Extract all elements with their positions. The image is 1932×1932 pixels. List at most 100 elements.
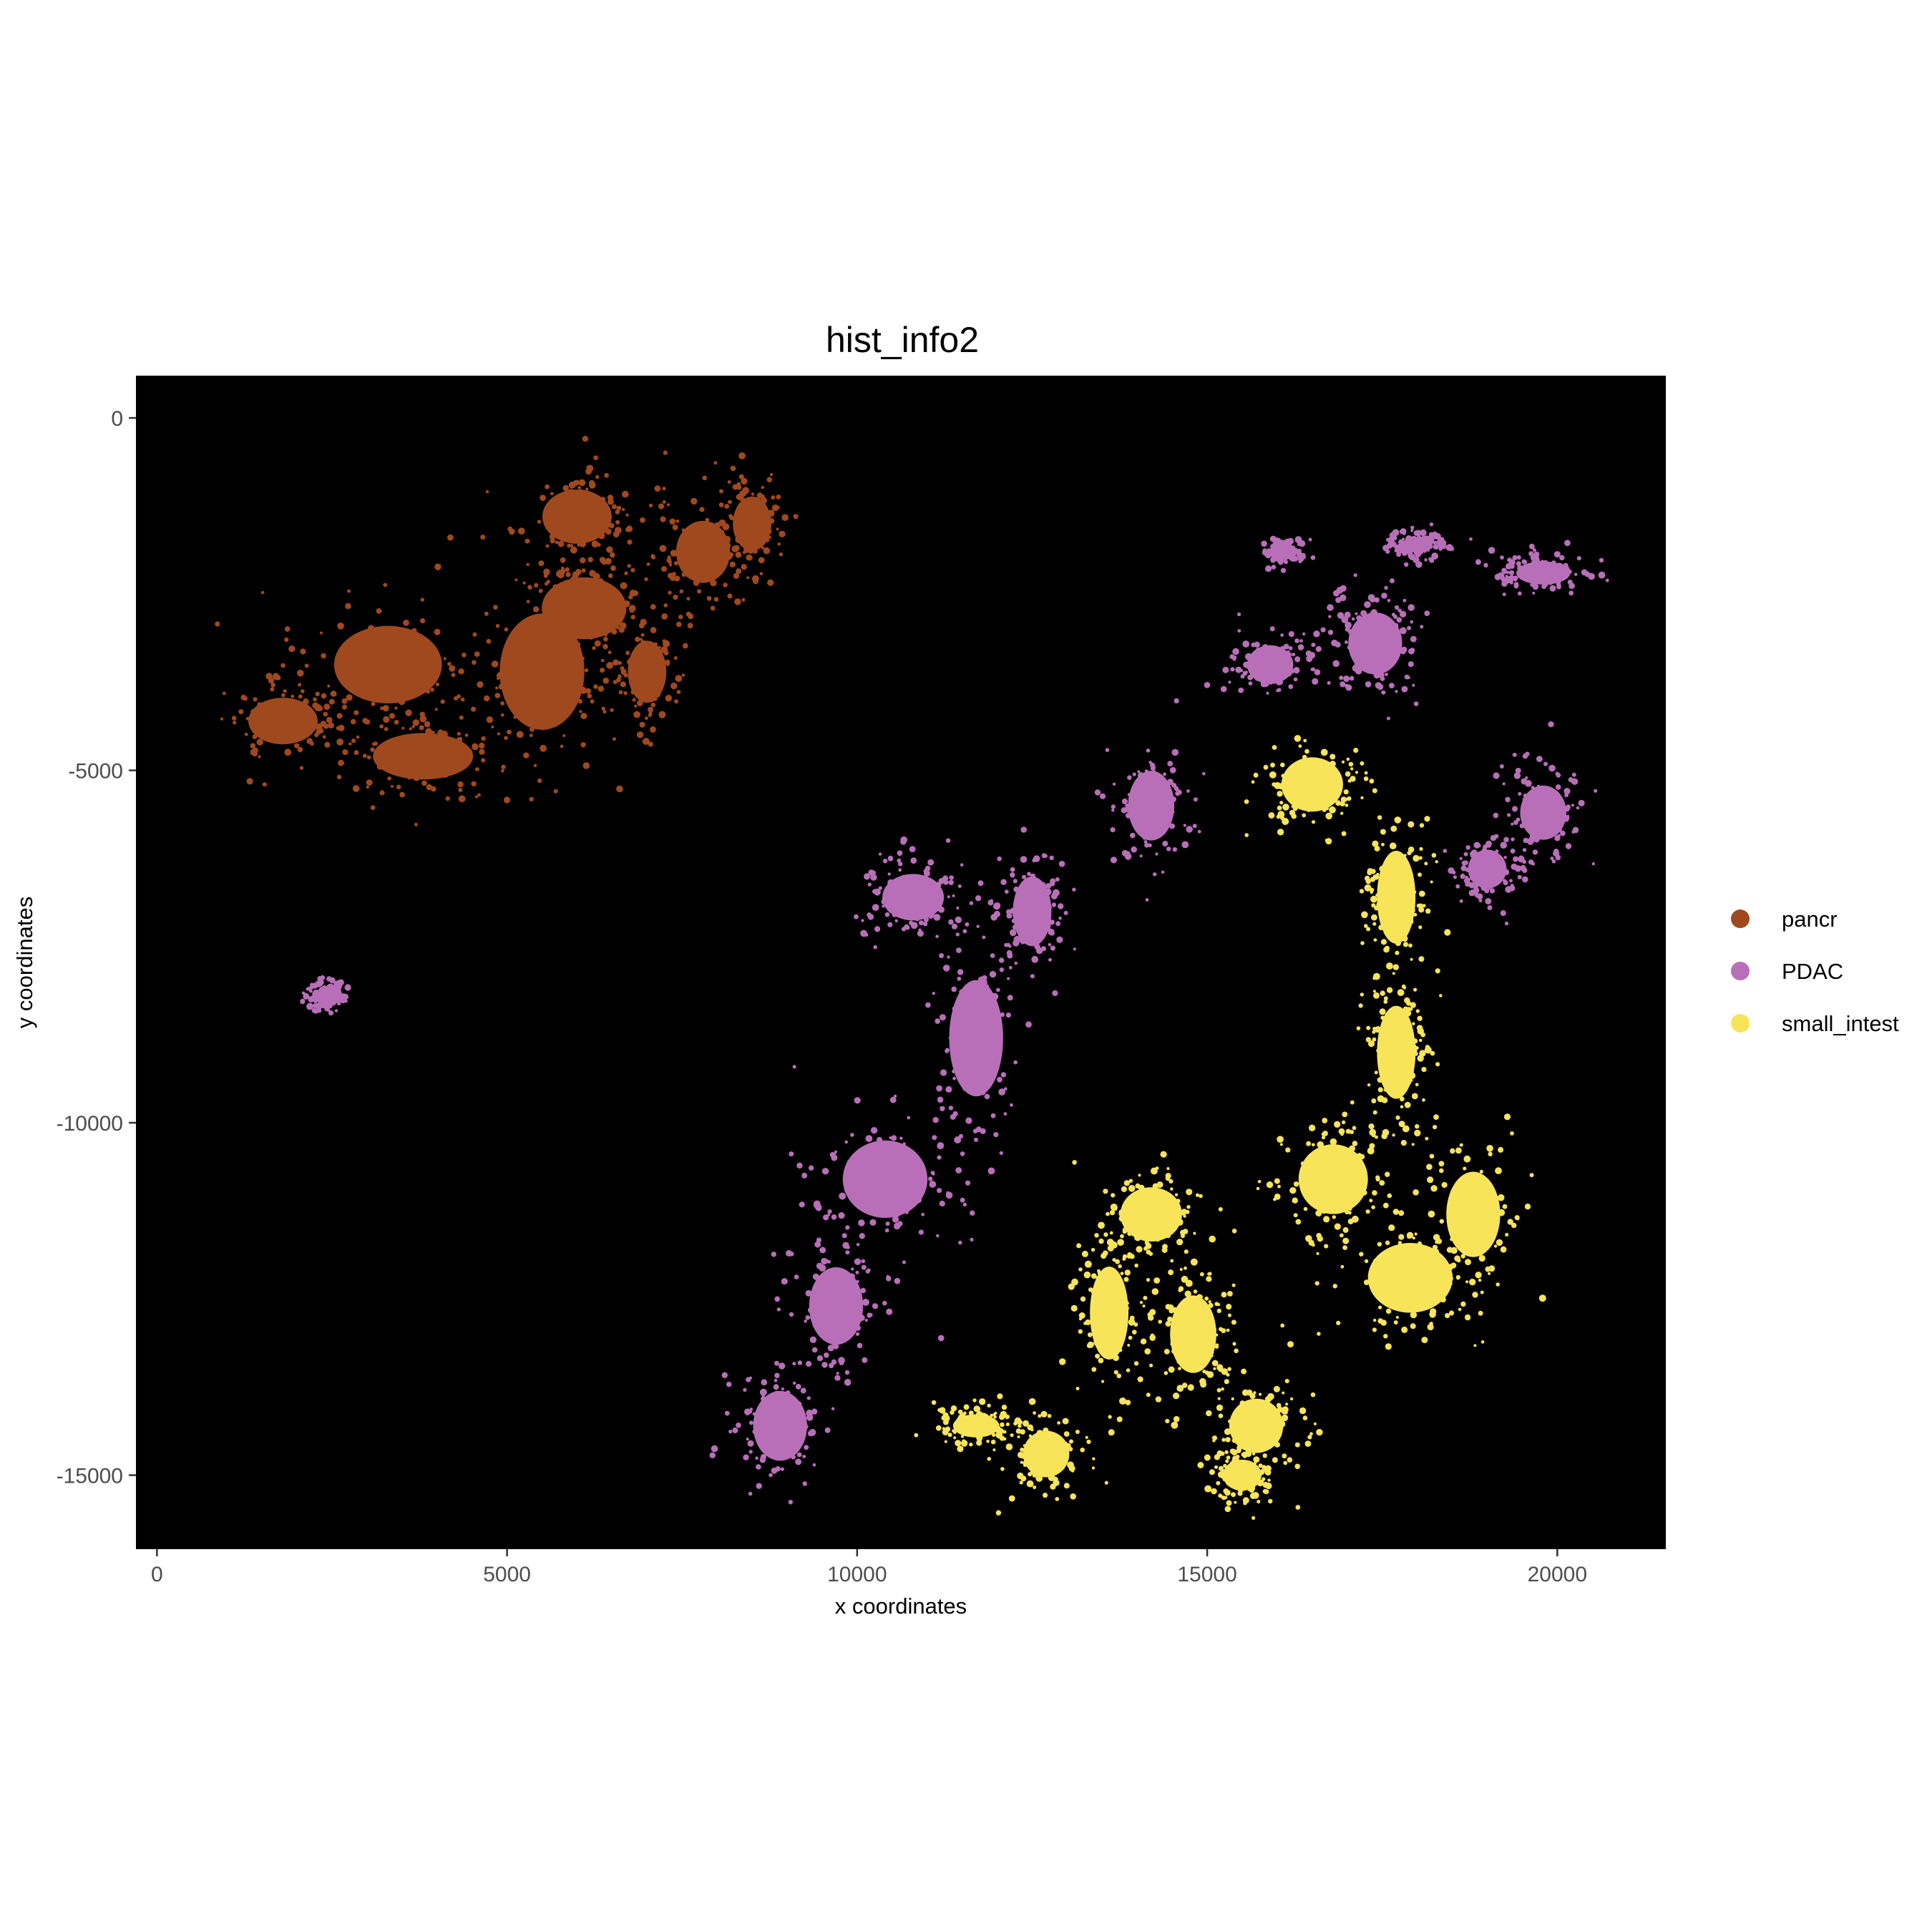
data-point bbox=[431, 658, 439, 665]
data-point bbox=[1525, 776, 1528, 780]
data-point bbox=[379, 724, 384, 728]
data-point bbox=[301, 689, 305, 693]
data-point bbox=[630, 689, 636, 695]
data-point bbox=[1178, 1307, 1186, 1315]
data-point bbox=[1374, 845, 1380, 852]
data-point bbox=[728, 514, 733, 519]
data-point bbox=[1148, 1228, 1152, 1231]
data-point bbox=[845, 1225, 850, 1230]
data-point bbox=[1384, 1046, 1390, 1052]
data-point bbox=[1510, 1131, 1514, 1136]
data-point bbox=[1519, 855, 1523, 859]
data-point bbox=[1487, 879, 1491, 883]
data-point bbox=[1032, 858, 1037, 863]
data-point bbox=[1340, 811, 1344, 815]
data-point bbox=[1385, 1013, 1389, 1017]
data-point bbox=[1233, 1464, 1241, 1472]
data-point bbox=[891, 1135, 897, 1141]
data-point bbox=[1135, 797, 1141, 804]
data-point bbox=[1411, 1143, 1415, 1146]
data-point bbox=[491, 725, 494, 728]
data-point bbox=[1380, 1058, 1385, 1062]
data-point bbox=[894, 919, 898, 923]
data-point bbox=[1554, 565, 1558, 570]
data-point bbox=[1301, 552, 1306, 558]
data-point bbox=[823, 1214, 829, 1221]
data-point bbox=[676, 690, 681, 694]
data-point bbox=[922, 922, 928, 927]
data-point bbox=[1276, 814, 1281, 819]
data-point bbox=[855, 1302, 862, 1310]
data-point bbox=[1136, 825, 1141, 829]
data-point bbox=[446, 745, 450, 749]
data-point bbox=[1245, 653, 1252, 660]
data-point bbox=[315, 992, 318, 996]
data-point bbox=[809, 1336, 817, 1344]
data-point bbox=[713, 597, 719, 602]
data-point bbox=[992, 1063, 996, 1068]
data-point bbox=[1487, 905, 1493, 910]
data-point bbox=[1091, 1466, 1096, 1470]
data-point bbox=[887, 879, 894, 886]
data-point bbox=[1013, 886, 1020, 892]
data-point bbox=[1483, 562, 1488, 568]
data-point bbox=[1013, 879, 1018, 884]
data-point bbox=[774, 1378, 778, 1382]
data-point bbox=[1400, 546, 1407, 554]
data-point bbox=[730, 465, 736, 472]
data-point bbox=[1040, 1410, 1048, 1418]
data-point bbox=[431, 731, 435, 735]
data-point bbox=[1292, 792, 1297, 799]
data-point bbox=[577, 698, 583, 704]
data-point bbox=[1274, 783, 1278, 786]
data-point bbox=[1373, 938, 1377, 942]
data-point bbox=[458, 787, 463, 792]
data-point bbox=[1542, 560, 1548, 566]
cluster-core bbox=[1281, 757, 1343, 812]
data-point bbox=[1401, 935, 1408, 942]
data-point bbox=[1484, 1184, 1488, 1188]
data-point bbox=[613, 680, 618, 685]
data-point bbox=[1382, 1202, 1389, 1209]
data-point bbox=[610, 552, 615, 558]
data-point bbox=[774, 1296, 780, 1302]
data-point bbox=[741, 597, 746, 602]
data-point bbox=[963, 1404, 970, 1410]
data-point bbox=[786, 1250, 792, 1257]
data-point bbox=[1006, 950, 1013, 956]
data-point bbox=[1232, 655, 1237, 660]
data-point bbox=[623, 691, 628, 696]
data-point bbox=[1000, 1422, 1005, 1428]
data-point bbox=[961, 995, 967, 1000]
data-point bbox=[284, 626, 291, 632]
data-point bbox=[1321, 1136, 1326, 1140]
data-point bbox=[1098, 1238, 1104, 1244]
data-point bbox=[592, 646, 596, 650]
data-point bbox=[749, 1376, 752, 1380]
data-point bbox=[1474, 877, 1481, 884]
data-point bbox=[914, 1433, 919, 1438]
data-point bbox=[733, 572, 739, 579]
data-point bbox=[1463, 1166, 1467, 1171]
data-point bbox=[413, 748, 420, 756]
data-point bbox=[1394, 1030, 1400, 1035]
data-point bbox=[279, 716, 284, 721]
data-point bbox=[1559, 555, 1565, 561]
data-point bbox=[859, 1233, 866, 1239]
data-point bbox=[1102, 1304, 1108, 1311]
data-point bbox=[751, 575, 759, 582]
data-point bbox=[1478, 1254, 1485, 1262]
data-point bbox=[517, 705, 522, 710]
data-point bbox=[441, 731, 448, 738]
data-point bbox=[1080, 1296, 1086, 1302]
data-point bbox=[337, 623, 344, 630]
data-point bbox=[1313, 630, 1320, 638]
data-point bbox=[972, 1128, 978, 1133]
data-point bbox=[778, 1435, 785, 1443]
data-point bbox=[962, 1010, 966, 1014]
data-point bbox=[1320, 1161, 1325, 1166]
data-point bbox=[1494, 573, 1501, 580]
data-point bbox=[945, 1085, 952, 1093]
data-point bbox=[1050, 945, 1055, 951]
data-point bbox=[1412, 1236, 1415, 1240]
